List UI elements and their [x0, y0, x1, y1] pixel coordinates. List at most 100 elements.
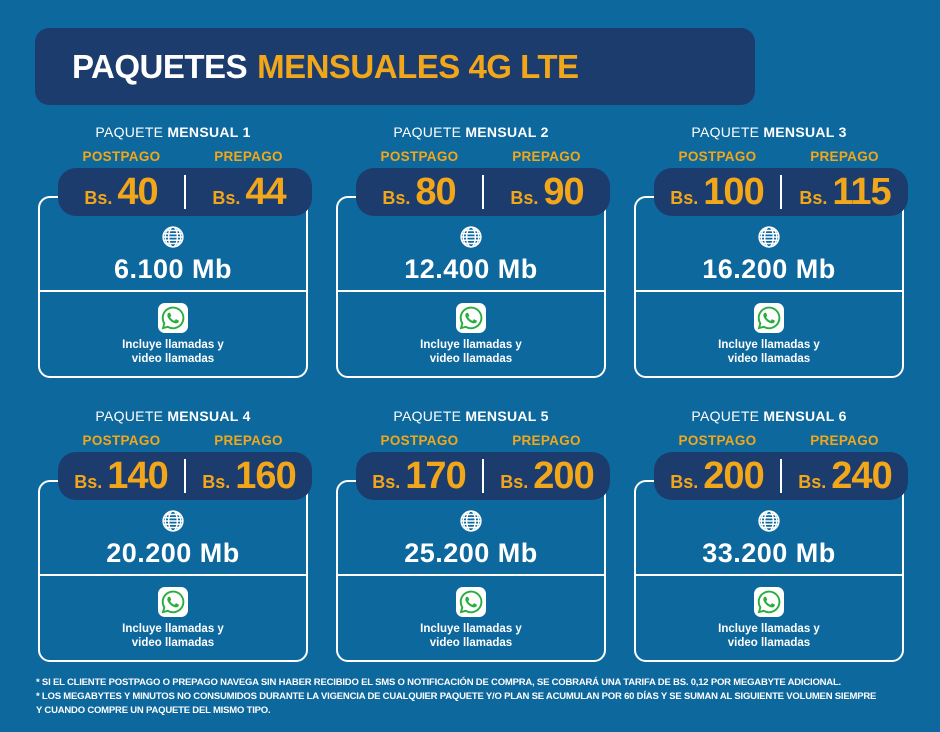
data-amount: 25.200 Mb	[404, 538, 538, 568]
footnote-line-3: Y CUANDO COMPRE UN PAQUETE DEL MISMO TIP…	[36, 705, 271, 716]
package-title-regular: PAQUETE	[95, 408, 164, 424]
includes-line2: video llamadas	[131, 637, 215, 650]
includes-text: Incluye llamadas y video llamadas	[420, 338, 522, 367]
calls-section: Incluye llamadas y video llamadas	[40, 576, 306, 651]
package-title: PAQUETE MENSUAL 1	[38, 124, 308, 140]
price-box: Bs. 100 Bs. 115	[654, 168, 908, 216]
data-section: 12.400 Mb	[338, 198, 604, 292]
includes-line2: video llamadas	[131, 353, 215, 366]
package-title: PAQUETE MENSUAL 4	[38, 408, 308, 424]
package-title-regular: PAQUETE	[691, 124, 760, 140]
package-title-bold: MENSUAL 1	[167, 124, 251, 140]
header-title-orange: MENSUALES 4G LTE	[257, 47, 579, 85]
postpago-price: Bs. 170	[356, 457, 482, 495]
package-title-bold: MENSUAL 6	[763, 408, 847, 424]
postpago-label: POSTPAGO	[678, 433, 757, 448]
postpago-price: Bs. 140	[58, 457, 184, 495]
data-section: 6.100 Mb	[40, 198, 306, 292]
includes-line2: video llamadas	[727, 637, 811, 650]
postpago-amount: 100	[703, 171, 764, 213]
postpago-label: POSTPAGO	[82, 149, 161, 164]
price-divider	[780, 175, 782, 209]
currency-label: Bs.	[382, 188, 411, 208]
data-section: 20.200 Mb	[40, 482, 306, 576]
includes-line2: video llamadas	[429, 637, 513, 650]
package-title-bold: MENSUAL 5	[465, 408, 549, 424]
currency-label: Bs.	[372, 472, 401, 492]
calls-section: Incluye llamadas y video llamadas	[338, 576, 604, 651]
package-details-card: 16.200 Mb Incluye llamadas y video llamad…	[634, 196, 904, 378]
prepago-amount: 115	[832, 171, 891, 213]
currency-label: Bs.	[84, 188, 113, 208]
package-title-regular: PAQUETE	[393, 408, 462, 424]
data-amount: 33.200 Mb	[702, 538, 836, 568]
includes-line1: Incluye llamadas y	[122, 623, 224, 635]
data-amount: 20.200 Mb	[106, 538, 240, 568]
prepago-price: Bs. 115	[782, 173, 908, 211]
currency-label: Bs.	[670, 472, 699, 492]
postpago-label: POSTPAGO	[678, 149, 757, 164]
price-divider	[482, 459, 484, 493]
postpago-amount: 170	[405, 455, 466, 497]
payment-type-labels: POSTPAGO PREPAGO	[58, 149, 312, 164]
price-box: Bs. 140 Bs. 160	[58, 452, 312, 500]
globe-icon	[458, 508, 484, 534]
prepago-label: PREPAGO	[512, 433, 581, 448]
includes-text: Incluye llamadas y video llamadas	[122, 622, 224, 651]
package-details-card: 12.400 Mb Incluye llamadas y video llamad…	[336, 196, 606, 378]
currency-label: Bs.	[510, 188, 539, 208]
package-title-regular: PAQUETE	[393, 124, 462, 140]
prepago-label: PREPAGO	[810, 433, 879, 448]
whatsapp-icon	[754, 303, 784, 333]
prepago-price: Bs. 44	[186, 173, 312, 211]
payment-type-labels: POSTPAGO PREPAGO	[356, 433, 610, 448]
package-details-card: 33.200 Mb Incluye llamadas y video llamad…	[634, 480, 904, 662]
header-title-white: PAQUETES	[72, 47, 248, 85]
price-box: Bs. 170 Bs. 200	[356, 452, 610, 500]
package-title: PAQUETE MENSUAL 5	[336, 408, 606, 424]
globe-icon	[160, 224, 186, 250]
includes-line1: Incluye llamadas y	[420, 339, 522, 351]
prepago-label: PREPAGO	[214, 433, 283, 448]
prepago-amount: 240	[831, 455, 892, 497]
includes-text: Incluye llamadas y video llamadas	[718, 622, 820, 651]
includes-text: Incluye llamadas y video llamadas	[122, 338, 224, 367]
currency-label: Bs.	[202, 472, 231, 492]
footnote-line-2: * LOS MEGABYTES Y MINUTOS NO CONSUMIDOS …	[36, 691, 877, 702]
includes-line1: Incluye llamadas y	[718, 623, 820, 635]
package-title-bold: MENSUAL 3	[763, 124, 847, 140]
includes-line1: Incluye llamadas y	[718, 339, 820, 351]
package-title: PAQUETE MENSUAL 2	[336, 124, 606, 140]
postpago-label: POSTPAGO	[380, 433, 459, 448]
package-mensual-6: PAQUETE MENSUAL 6 POSTPAGO PREPAGO Bs. 200…	[634, 400, 910, 666]
postpago-amount: 40	[117, 171, 158, 213]
includes-line2: video llamadas	[727, 353, 811, 366]
whatsapp-icon	[456, 587, 486, 617]
prepago-amount: 44	[245, 171, 286, 213]
postpago-amount: 80	[415, 171, 456, 213]
postpago-price: Bs. 100	[654, 173, 780, 211]
calls-section: Incluye llamadas y video llamadas	[40, 292, 306, 367]
globe-icon	[458, 224, 484, 250]
postpago-amount: 200	[703, 455, 764, 497]
currency-label: Bs.	[799, 188, 828, 208]
package-mensual-2: PAQUETE MENSUAL 2 POSTPAGO PREPAGO Bs. 80 …	[336, 116, 612, 382]
data-section: 16.200 Mb	[636, 198, 902, 292]
price-divider	[780, 459, 782, 493]
currency-label: Bs.	[74, 472, 103, 492]
page-header: PAQUETES MENSUALES 4G LTE	[35, 28, 755, 105]
prepago-label: PREPAGO	[810, 149, 879, 164]
postpago-price: Bs. 200	[654, 457, 780, 495]
package-details-card: 20.200 Mb Incluye llamadas y video llamad…	[38, 480, 308, 662]
footnote-line-1: * SI EL CLIENTE POSTPAGO O PREPAGO NAVEG…	[36, 677, 841, 688]
prepago-price: Bs. 160	[186, 457, 312, 495]
data-section: 25.200 Mb	[338, 482, 604, 576]
package-title: PAQUETE MENSUAL 3	[634, 124, 904, 140]
package-mensual-5: PAQUETE MENSUAL 5 POSTPAGO PREPAGO Bs. 170…	[336, 400, 612, 666]
postpago-label: POSTPAGO	[380, 149, 459, 164]
whatsapp-icon	[158, 303, 188, 333]
globe-icon	[160, 508, 186, 534]
package-title-bold: MENSUAL 2	[465, 124, 549, 140]
currency-label: Bs.	[212, 188, 241, 208]
prepago-amount: 160	[235, 455, 296, 497]
